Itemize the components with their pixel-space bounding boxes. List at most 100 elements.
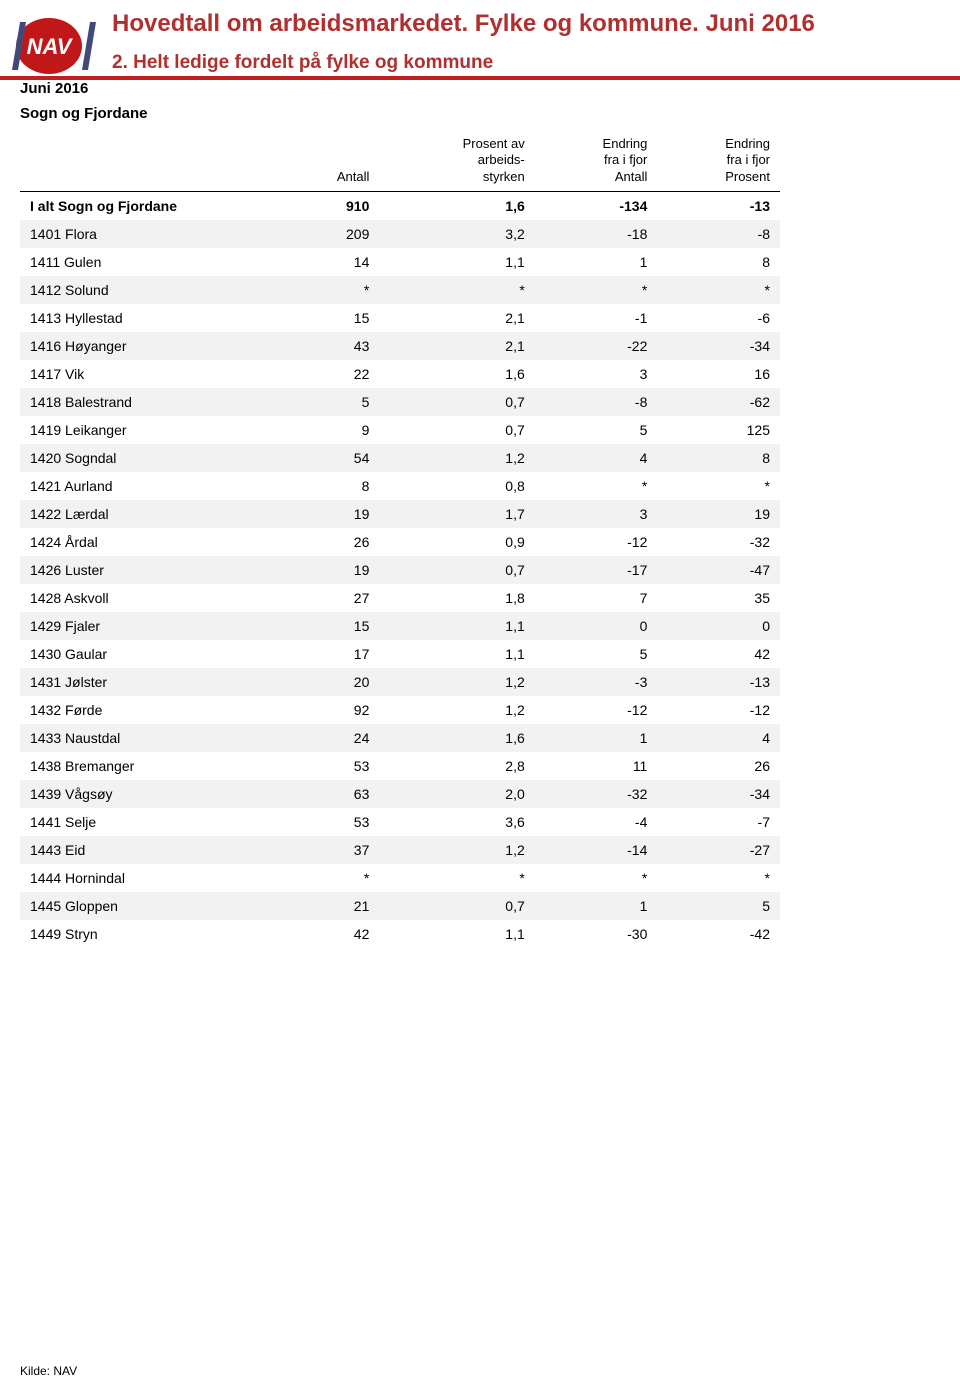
cell-antall: 22 — [280, 360, 379, 388]
cell-label: 1413 Hyllestad — [20, 304, 280, 332]
cell-label: 1401 Flora — [20, 220, 280, 248]
column-header-line: Prosent av — [389, 136, 524, 152]
cell-endr_antall: 4 — [535, 444, 658, 472]
table-row: 1432 Førde921,2-12-12 — [20, 696, 780, 724]
page-header: NAV Hovedtall om arbeidsmarkedet. Fylke … — [0, 0, 960, 76]
table-row: 1416 Høyanger432,1-22-34 — [20, 332, 780, 360]
cell-endr_prosent: -6 — [657, 304, 780, 332]
cell-endr_antall: -14 — [535, 836, 658, 864]
cell-endr_prosent: -7 — [657, 808, 780, 836]
cell-endr_antall: 1 — [535, 248, 658, 276]
cell-prosent_av: 1,6 — [379, 360, 534, 388]
cell-prosent_av: 1,1 — [379, 640, 534, 668]
cell-endr_prosent: -32 — [657, 528, 780, 556]
cell-prosent_av: 0,7 — [379, 892, 534, 920]
cell-antall: 27 — [280, 584, 379, 612]
cell-prosent_av: 1,6 — [379, 724, 534, 752]
period-label: Juni 2016 — [20, 80, 940, 97]
cell-antall: 17 — [280, 640, 379, 668]
cell-endr_prosent: -8 — [657, 220, 780, 248]
cell-label: 1429 Fjaler — [20, 612, 280, 640]
cell-antall: * — [280, 276, 379, 304]
cell-antall: 209 — [280, 220, 379, 248]
cell-label: 1430 Gaular — [20, 640, 280, 668]
cell-endr_prosent: 0 — [657, 612, 780, 640]
cell-prosent_av: 2,1 — [379, 332, 534, 360]
column-header-endr_antall: Endringfra i fjorAntall — [535, 132, 658, 191]
cell-endr_prosent: -42 — [657, 920, 780, 948]
cell-endr_antall: -1 — [535, 304, 658, 332]
cell-endr_prosent: 35 — [657, 584, 780, 612]
cell-label: 1444 Hornindal — [20, 864, 280, 892]
page-subtitle: 2. Helt ledige fordelt på fylke og kommu… — [112, 52, 815, 74]
cell-label: 1422 Lærdal — [20, 500, 280, 528]
cell-antall: 42 — [280, 920, 379, 948]
cell-prosent_av: 1,6 — [379, 191, 534, 220]
cell-prosent_av: 1,1 — [379, 920, 534, 948]
cell-prosent_av: 2,1 — [379, 304, 534, 332]
table-row: 1445 Gloppen210,715 — [20, 892, 780, 920]
cell-endr_antall: * — [535, 472, 658, 500]
cell-endr_antall: 11 — [535, 752, 658, 780]
column-header-line: fra i fjor — [667, 152, 770, 168]
cell-endr_antall: -4 — [535, 808, 658, 836]
cell-label: 1418 Balestrand — [20, 388, 280, 416]
cell-endr_antall: * — [535, 276, 658, 304]
cell-antall: 20 — [280, 668, 379, 696]
cell-label: 1449 Stryn — [20, 920, 280, 948]
column-header-antall: Antall — [280, 132, 379, 191]
cell-endr_prosent: 125 — [657, 416, 780, 444]
cell-antall: 53 — [280, 808, 379, 836]
cell-prosent_av: 1,1 — [379, 248, 534, 276]
cell-prosent_av: 1,2 — [379, 444, 534, 472]
cell-endr_antall: -8 — [535, 388, 658, 416]
cell-antall: 92 — [280, 696, 379, 724]
table-row: 1431 Jølster201,2-3-13 — [20, 668, 780, 696]
cell-label: 1439 Vågsøy — [20, 780, 280, 808]
cell-prosent_av: 3,6 — [379, 808, 534, 836]
footer-source: Kilde: NAV — [20, 1364, 77, 1378]
table-row: 1426 Luster190,7-17-47 — [20, 556, 780, 584]
table-row: 1412 Solund**** — [20, 276, 780, 304]
column-header-line: fra i fjor — [545, 152, 648, 168]
table-row: 1418 Balestrand50,7-8-62 — [20, 388, 780, 416]
table-row: I alt Sogn og Fjordane9101,6-134-13 — [20, 191, 780, 220]
cell-endr_prosent: -13 — [657, 191, 780, 220]
region-label: Sogn og Fjordane — [20, 105, 940, 122]
cell-endr_prosent: 4 — [657, 724, 780, 752]
column-header-line: Endring — [667, 136, 770, 152]
cell-endr_antall: -18 — [535, 220, 658, 248]
table-body: I alt Sogn og Fjordane9101,6-134-131401 … — [20, 191, 780, 948]
cell-label: 1419 Leikanger — [20, 416, 280, 444]
cell-endr_prosent: 8 — [657, 248, 780, 276]
table-row: 1419 Leikanger90,75125 — [20, 416, 780, 444]
table-row: 1420 Sogndal541,248 — [20, 444, 780, 472]
cell-endr_antall: * — [535, 864, 658, 892]
cell-prosent_av: 1,8 — [379, 584, 534, 612]
cell-antall: 53 — [280, 752, 379, 780]
cell-prosent_av: * — [379, 276, 534, 304]
cell-label: 1417 Vik — [20, 360, 280, 388]
cell-endr_antall: 3 — [535, 360, 658, 388]
cell-label: I alt Sogn og Fjordane — [20, 191, 280, 220]
column-header-line: arbeids- — [389, 152, 524, 168]
cell-endr_antall: -12 — [535, 528, 658, 556]
table-row: 1444 Hornindal**** — [20, 864, 780, 892]
cell-label: 1420 Sogndal — [20, 444, 280, 472]
column-header-line: Antall — [290, 169, 369, 185]
table-row: 1413 Hyllestad152,1-1-6 — [20, 304, 780, 332]
cell-label: 1416 Høyanger — [20, 332, 280, 360]
cell-endr_antall: 1 — [535, 892, 658, 920]
page-title: Hovedtall om arbeidsmarkedet. Fylke og k… — [112, 10, 815, 38]
cell-label: 1424 Årdal — [20, 528, 280, 556]
svg-text:NAV: NAV — [27, 34, 74, 59]
cell-endr_prosent: -13 — [657, 668, 780, 696]
table-row: 1401 Flora2093,2-18-8 — [20, 220, 780, 248]
cell-endr_antall: 5 — [535, 640, 658, 668]
cell-antall: 19 — [280, 556, 379, 584]
cell-antall: * — [280, 864, 379, 892]
table-row: 1411 Gulen141,118 — [20, 248, 780, 276]
cell-label: 1428 Askvoll — [20, 584, 280, 612]
table-row: 1441 Selje533,6-4-7 — [20, 808, 780, 836]
cell-prosent_av: 3,2 — [379, 220, 534, 248]
